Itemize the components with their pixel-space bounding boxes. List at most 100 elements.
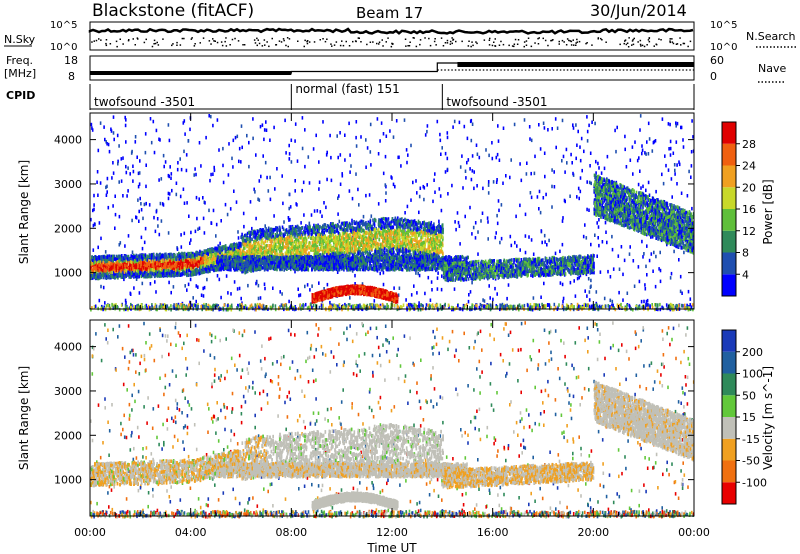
heatmap-cell xyxy=(488,183,490,187)
heatmap-cell xyxy=(595,160,597,164)
heatmap-cell xyxy=(285,151,287,155)
heatmap-cell xyxy=(197,285,199,289)
heatmap-cell xyxy=(204,231,206,235)
noise-search-point xyxy=(495,38,497,40)
noise-search-point xyxy=(683,43,685,45)
heatmap-cell xyxy=(634,285,636,289)
heatmap-cell xyxy=(189,242,191,246)
noise-search-point xyxy=(155,43,157,45)
heatmap-cell xyxy=(103,125,105,128)
freq-label-1: Freq. xyxy=(6,54,33,67)
noise-search-point xyxy=(283,40,285,42)
heatmap-cell xyxy=(440,139,442,143)
heatmap-cell xyxy=(602,240,604,244)
noise-search-point xyxy=(499,45,501,47)
heatmap-cell xyxy=(572,123,574,127)
noise-search-point xyxy=(672,41,674,43)
heatmap-cell xyxy=(624,148,626,152)
noise-search-point xyxy=(508,45,510,47)
heatmap-cell xyxy=(642,149,644,153)
heatmap-cell xyxy=(248,141,250,145)
heatmap-cell xyxy=(660,269,662,273)
noise-search-point xyxy=(152,46,154,48)
heatmap-cell xyxy=(575,123,577,127)
heatmap-cell xyxy=(291,160,293,164)
noise-search-point xyxy=(226,45,228,47)
heatmap-cell xyxy=(208,114,210,118)
heatmap-cell xyxy=(417,272,419,276)
heatmap-cell xyxy=(382,220,384,224)
heatmap-cell xyxy=(100,181,102,185)
noise-search-point xyxy=(209,40,211,42)
cpid-label: CPID xyxy=(6,89,35,102)
heatmap-cell xyxy=(407,205,409,209)
heatmap-cell xyxy=(354,274,356,278)
heatmap-cell xyxy=(578,276,580,280)
heatmap-cell xyxy=(413,284,415,288)
heatmap-cell xyxy=(255,153,257,157)
noise-search-point xyxy=(116,41,118,43)
heatmap-cell xyxy=(288,300,290,304)
heatmap-cell xyxy=(133,170,135,174)
noise-search-point xyxy=(98,38,100,40)
heatmap-cell xyxy=(173,285,175,289)
heatmap-cell xyxy=(189,128,191,132)
heatmap-cell xyxy=(220,296,222,300)
noise-search-point xyxy=(679,37,681,39)
heatmap-cell xyxy=(97,246,99,250)
noise-search-point xyxy=(144,42,146,44)
noise-search-point xyxy=(495,45,497,47)
heatmap-cell xyxy=(588,124,590,128)
noise-search-point xyxy=(221,41,223,43)
heatmap-cell xyxy=(459,242,461,246)
heatmap-cell xyxy=(540,211,542,215)
heatmap-cell xyxy=(335,244,337,248)
noise-search-point xyxy=(441,37,443,39)
heatmap-cell xyxy=(210,221,212,225)
heatmap-cell xyxy=(269,176,271,180)
heatmap-cell xyxy=(137,198,139,202)
noise-search-point xyxy=(468,41,470,43)
noise-search-point xyxy=(146,39,148,41)
heatmap-cell xyxy=(426,183,428,187)
heatmap-cell xyxy=(260,296,262,300)
heatmap-cell xyxy=(195,173,197,177)
noise-search-point xyxy=(428,38,430,40)
heatmap-cell xyxy=(674,169,676,173)
heatmap-cell xyxy=(516,244,518,248)
noise-left-tick-bottom: 10^0 xyxy=(50,42,77,53)
noise-search-point xyxy=(222,45,224,47)
noise-search-point xyxy=(472,45,474,47)
heatmap-cell xyxy=(370,150,372,154)
heatmap-cell xyxy=(165,160,167,164)
heatmap-cell xyxy=(586,180,588,184)
noise-search-point xyxy=(341,40,343,42)
noise-search-point xyxy=(213,40,215,42)
heatmap-cell xyxy=(644,283,646,287)
heatmap-cell xyxy=(487,237,489,241)
noise-search-point xyxy=(676,44,678,46)
heatmap-cell xyxy=(562,300,564,304)
noise-search-point xyxy=(646,44,648,46)
heatmap-cell xyxy=(691,150,693,154)
noise-search-point xyxy=(238,40,240,42)
heatmap-cell xyxy=(674,172,676,176)
heatmap-cell xyxy=(99,299,101,303)
noise-search-point xyxy=(579,41,581,43)
heatmap-cell xyxy=(406,161,408,165)
heatmap-cell xyxy=(624,135,626,139)
heatmap-cell xyxy=(545,193,547,197)
heatmap-cell xyxy=(691,164,693,168)
heatmap-cell xyxy=(538,123,540,127)
heatmap-cell xyxy=(598,166,600,170)
heatmap-cell xyxy=(434,191,436,195)
heatmap-cell xyxy=(596,255,598,259)
heatmap-cell xyxy=(646,273,648,277)
heatmap-cell xyxy=(515,215,517,219)
heatmap-cell xyxy=(676,163,678,167)
heatmap-cell xyxy=(113,138,115,142)
heatmap-cell xyxy=(168,175,170,179)
noise-search-point xyxy=(500,41,502,43)
noise-search-point xyxy=(157,42,159,44)
heatmap-cell xyxy=(349,296,351,300)
